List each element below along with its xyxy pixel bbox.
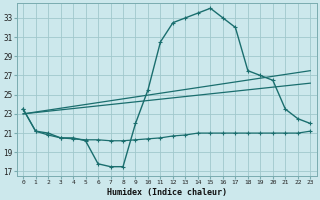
X-axis label: Humidex (Indice chaleur): Humidex (Indice chaleur) <box>107 188 227 197</box>
